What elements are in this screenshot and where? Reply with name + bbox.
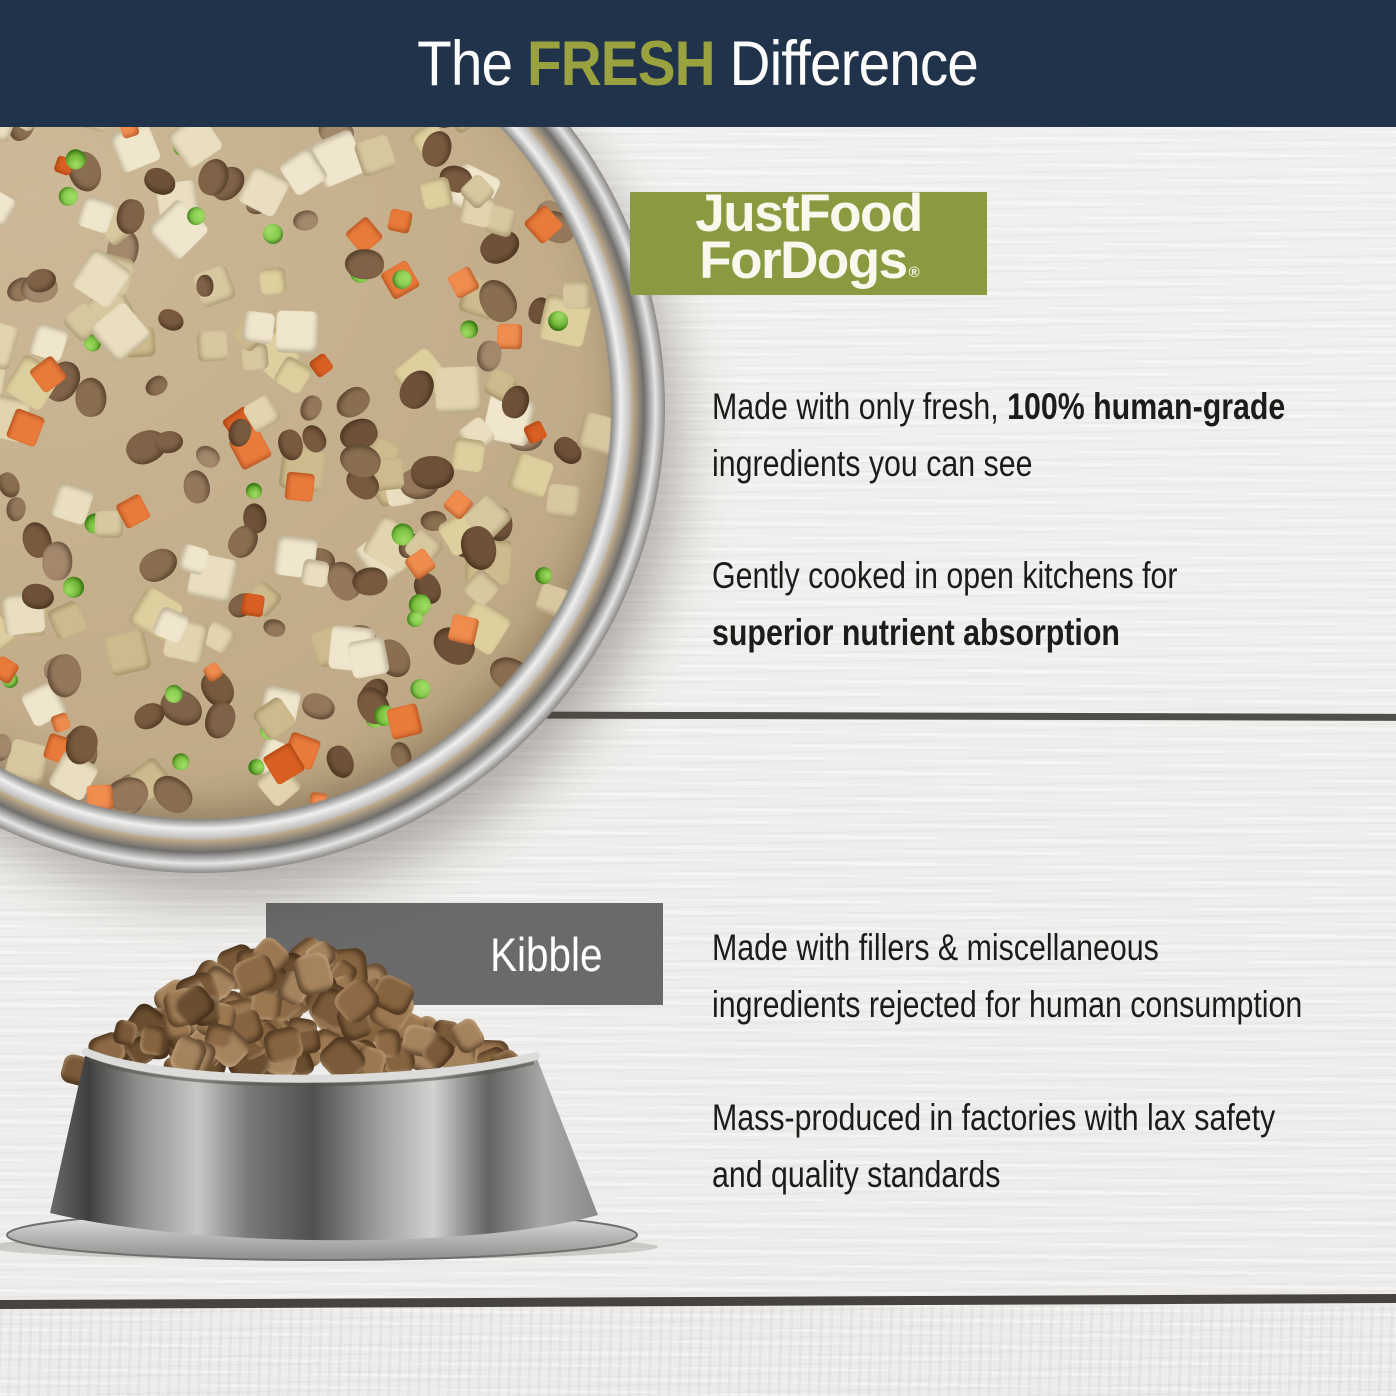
food-bit-potato: [299, 557, 330, 588]
fresh-point-1-line-1: Made with only fresh, 100% human-grade: [712, 386, 1286, 427]
food-bit-beef: [345, 248, 384, 280]
food-bit-beef: [42, 541, 73, 581]
food-bit-potato: [449, 437, 486, 473]
food-bit-beef: [200, 698, 239, 743]
food-bit-carrot: [284, 471, 315, 503]
kibble-bowl-photo: [0, 1048, 658, 1261]
food-bit-potato: [0, 186, 18, 231]
brand-line2: ForDogs ®: [699, 231, 920, 290]
food-bit-pea: [243, 480, 264, 502]
kibble-point-1: Made with fillers & miscellaneous ingred…: [712, 919, 1384, 1033]
food-bit-beef: [299, 689, 338, 723]
food-bit-beef: [409, 453, 456, 491]
food-bit-potato: [95, 510, 123, 539]
food-bit-beef: [142, 371, 172, 400]
food-bit-beef: [331, 381, 376, 424]
food-bit-beef: [475, 338, 503, 373]
food-bit-carrot: [309, 792, 328, 811]
food-bit-beef: [296, 391, 325, 424]
food-bit-carrot: [240, 592, 266, 618]
fresh-point-1: Made with only fresh, 100% human-grade i…: [712, 378, 1384, 492]
food-bit-beef: [180, 468, 213, 506]
wood-plank-texture: [0, 1306, 1396, 1396]
kibble-point-1-line-2: ingredients rejected for human consumpti…: [712, 984, 1303, 1025]
kibble-point-2-line-2: and quality standards: [712, 1154, 1001, 1195]
registered-mark: ®: [908, 264, 920, 281]
title-highlight: FRESH: [527, 28, 716, 99]
food-bit-pea: [457, 317, 481, 341]
food-bit-potato: [563, 280, 592, 309]
food-bit-potato: [0, 317, 20, 372]
food-bit-beef: [291, 208, 321, 234]
fresh-food-bowl-photo: [0, 0, 665, 873]
food-bit-beef: [134, 541, 184, 588]
food-bit-beef: [261, 616, 287, 639]
food-bit-carrot: [385, 702, 423, 740]
food-bit-potato: [544, 482, 582, 520]
food-bit-potato: [195, 329, 229, 363]
food-bit-beef: [5, 496, 28, 523]
food-bit-carrot: [308, 352, 335, 379]
kibble-point-1-line-1: Made with fillers & miscellaneous: [712, 927, 1159, 968]
food-bit-beef: [74, 376, 108, 418]
fresh-point-2-line-1: Gently cooked in open kitchens for: [712, 555, 1178, 596]
food-bit-beef: [387, 739, 415, 770]
bowl-body: [50, 1052, 598, 1241]
food-bit-potato: [45, 598, 89, 641]
food-bit-beef: [154, 305, 187, 335]
kibble-point-2-line-1: Mass-produced in factories with lax safe…: [712, 1097, 1276, 1138]
food-bit-beef: [321, 741, 359, 783]
kibble-point-2: Mass-produced in factories with lax safe…: [712, 1089, 1384, 1203]
food-bit-pea: [62, 575, 86, 600]
fresh-point-1-line-2: ingredients you can see: [712, 443, 1033, 484]
kibble-label: Kibble: [490, 927, 603, 981]
food-bit-potato: [258, 266, 288, 296]
food-bit-beef: [484, 651, 535, 697]
food-bit-potato: [347, 635, 391, 680]
food-bit-beef: [20, 582, 55, 610]
fresh-point-2: Gently cooked in open kitchens for super…: [712, 547, 1384, 661]
food-bit-potato: [575, 411, 621, 457]
food-bit-potato: [434, 365, 483, 414]
header-banner: The FRESH Difference: [0, 0, 1396, 127]
food-bit-carrot: [496, 323, 523, 350]
food-bit-potato: [274, 310, 319, 354]
brand-line1: JustFood: [695, 184, 923, 243]
fresh-point-2-line-2: superior nutrient absorption: [712, 612, 1120, 653]
food-bit-potato: [241, 310, 276, 345]
food-bit-carrot: [387, 207, 414, 234]
food-bit-pea: [171, 752, 189, 770]
brand-logo: JustFood ForDogs ®: [630, 184, 987, 295]
food-bit-beef: [191, 441, 224, 472]
food-bit-potato: [534, 582, 571, 619]
food-bit-pea: [408, 677, 432, 701]
food-bit-carrot: [86, 784, 114, 812]
food-bit-potato: [104, 629, 153, 677]
page-title: The FRESH Difference: [417, 28, 980, 99]
food-bit-pea: [262, 223, 285, 245]
food-bit-beef: [0, 469, 24, 502]
